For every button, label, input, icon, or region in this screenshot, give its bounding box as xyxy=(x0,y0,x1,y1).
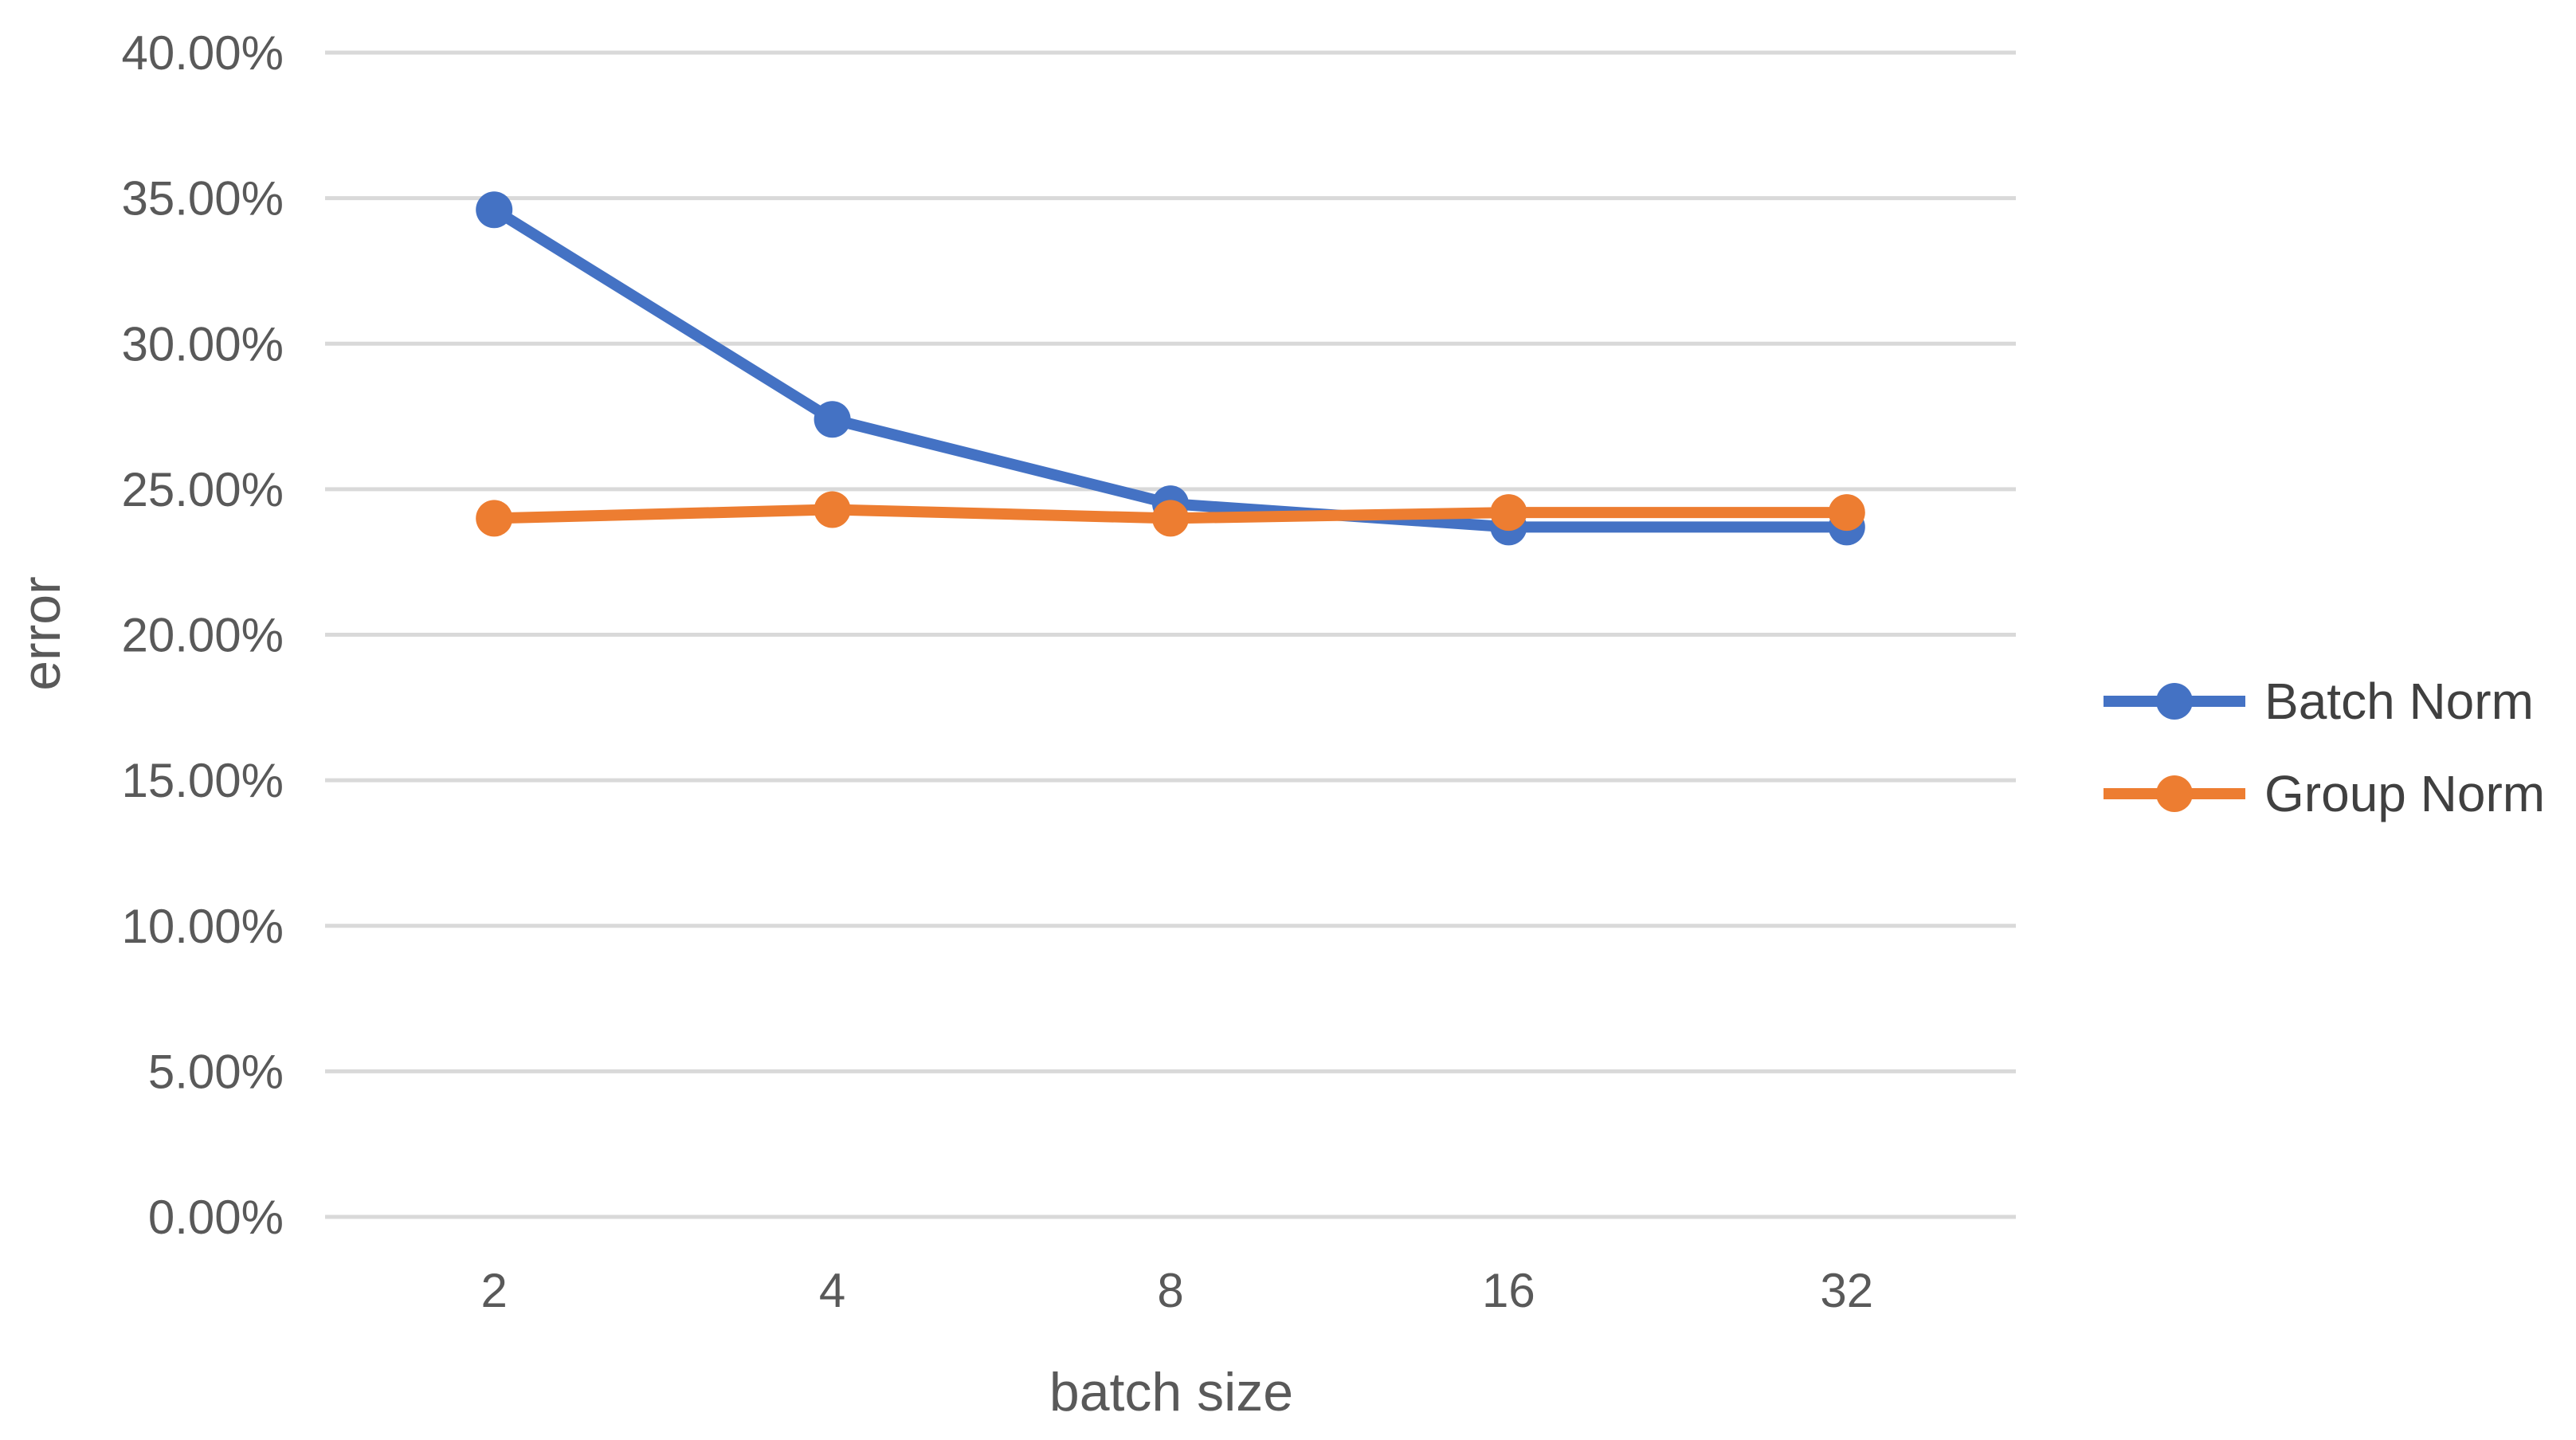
y-tick-label: 35.00% xyxy=(122,172,284,226)
x-axis-tick-labels: 2 4 8 16 32 xyxy=(481,1264,1874,1317)
y-tick-label: 5.00% xyxy=(148,1045,284,1098)
x-tick-label: 8 xyxy=(1157,1264,1183,1317)
data-point-batch-norm xyxy=(476,191,513,229)
series-layer xyxy=(476,191,1865,546)
y-axis-title: error xyxy=(11,576,72,691)
y-tick-label: 0.00% xyxy=(148,1191,284,1244)
x-tick-label: 2 xyxy=(481,1264,508,1317)
data-point-group-norm xyxy=(1490,494,1527,532)
data-point-group-norm xyxy=(1828,494,1865,532)
y-tick-label: 30.00% xyxy=(122,317,284,371)
legend-item-group-norm: Group Norm xyxy=(2104,765,2545,822)
data-point-group-norm xyxy=(476,500,513,537)
y-tick-label: 10.00% xyxy=(122,900,284,953)
data-point-group-norm xyxy=(1152,500,1189,537)
x-tick-label: 4 xyxy=(819,1264,845,1317)
y-tick-label: 20.00% xyxy=(122,609,284,662)
legend: Batch Norm Group Norm xyxy=(2104,673,2545,822)
legend-item-batch-norm: Batch Norm xyxy=(2104,673,2534,730)
x-axis-title: batch size xyxy=(1049,1362,1293,1422)
series-batch-norm xyxy=(476,191,1865,546)
x-tick-label: 16 xyxy=(1482,1264,1535,1317)
y-tick-label: 15.00% xyxy=(122,754,284,807)
y-axis-tick-labels: 0.00% 5.00% 10.00% 15.00% 20.00% 25.00% 30.00%… xyxy=(122,26,284,1244)
y-tick-label: 40.00% xyxy=(122,26,284,80)
gridlines xyxy=(325,50,2016,1219)
series-group-norm xyxy=(476,491,1865,537)
legend-swatch-marker xyxy=(2156,683,2193,720)
legend-label: Group Norm xyxy=(2264,765,2545,822)
data-point-group-norm xyxy=(814,491,851,528)
series-line-batch-norm xyxy=(488,204,1853,533)
legend-label: Batch Norm xyxy=(2264,673,2534,730)
legend-swatch-marker xyxy=(2156,775,2193,812)
y-tick-label: 25.00% xyxy=(122,463,284,516)
data-point-batch-norm xyxy=(814,401,851,438)
x-tick-label: 32 xyxy=(1820,1264,1873,1317)
